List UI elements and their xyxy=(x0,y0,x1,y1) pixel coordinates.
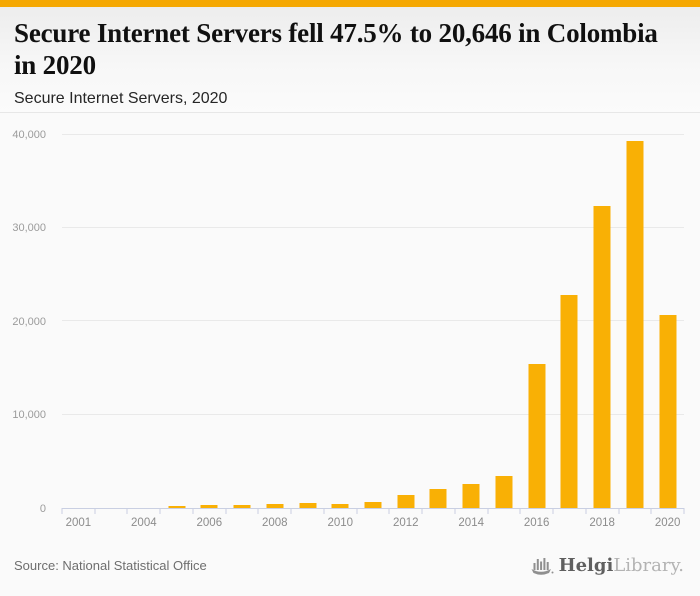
bar-2011 xyxy=(364,501,382,508)
bar-2009 xyxy=(298,502,317,508)
x-axis-tick xyxy=(618,508,620,514)
x-axis-tick xyxy=(388,508,390,514)
x-axis-ticks xyxy=(61,508,685,514)
bar-slot-2004 xyxy=(127,119,160,508)
bar-slot-2001 xyxy=(62,119,95,508)
bar-slot-2009 xyxy=(291,119,324,508)
bar-slot-2020 xyxy=(651,119,684,508)
bar-2013 xyxy=(429,489,447,508)
bar-slot-2012 xyxy=(389,119,422,508)
y-axis-label: 10,000 xyxy=(12,409,46,422)
bars xyxy=(62,119,684,508)
chart-subtitle: Secure Internet Servers, 2020 xyxy=(14,90,228,108)
y-axis-label: 0 xyxy=(39,503,46,515)
x-axis-tick xyxy=(487,508,489,514)
x-axis-tick xyxy=(290,508,292,514)
x-axis-tick xyxy=(585,508,587,514)
x-axis-tick xyxy=(94,508,96,514)
bar-2005 xyxy=(168,506,186,508)
bar-2010 xyxy=(331,504,349,508)
x-axis-tick xyxy=(454,508,456,514)
bar-2020 xyxy=(659,315,677,508)
y-axis-label: 30,000 xyxy=(12,222,46,235)
x-axis-labels: 2001 2004 2006 2008 2010 2012 2014 2016 2018 2020 xyxy=(62,517,684,531)
x-axis-label: 2001 xyxy=(65,517,92,529)
bar-slot-2019 xyxy=(618,119,651,508)
helgi-library-logo[interactable]: HelgiLibrary. xyxy=(530,556,684,576)
x-axis-tick xyxy=(552,508,554,514)
y-axis-label: 20,000 xyxy=(12,315,46,328)
logo-text-helgi: Helgi xyxy=(558,554,614,576)
bar-slot-2015 xyxy=(488,119,521,508)
x-axis-tick xyxy=(683,508,685,514)
x-axis-tick xyxy=(126,508,128,514)
gridline xyxy=(62,413,684,415)
bar-slot-2002 xyxy=(95,119,128,508)
bar-slot-2016 xyxy=(520,119,553,508)
bar-chart: 0 10,000 20,000 30,000 40,000 2001 2004 2006 20… xyxy=(0,113,700,541)
x-axis-label: 2014 xyxy=(458,517,484,529)
x-axis-label: 2016 xyxy=(523,517,550,529)
bar-2016 xyxy=(528,364,546,508)
bar-2018 xyxy=(593,205,611,508)
y-axis-label: 40,000 xyxy=(12,128,46,141)
x-axis-tick xyxy=(650,508,652,514)
bar-2007 xyxy=(233,505,251,508)
page-title: Secure Internet Servers fell 47.5% to 20… xyxy=(14,18,658,80)
x-axis-label: 2018 xyxy=(589,517,615,529)
x-axis-tick xyxy=(159,508,161,514)
bar-slot-2005 xyxy=(160,119,193,508)
footer: Source: National Statistical Office xyxy=(0,541,700,596)
bar-2015 xyxy=(495,476,513,508)
x-axis-tick xyxy=(323,508,325,514)
bar-slot-2013 xyxy=(422,119,455,508)
bar-slot-2007 xyxy=(226,119,259,508)
x-axis-label: 2006 xyxy=(196,517,223,529)
x-axis-label: 2008 xyxy=(261,517,288,529)
bar-slot-2010 xyxy=(324,119,357,508)
x-axis-tick xyxy=(61,508,63,514)
gridline xyxy=(62,320,684,322)
x-axis-label: 2020 xyxy=(654,517,681,529)
x-axis-tick xyxy=(356,508,358,514)
source-label: Source: National Statistical Office xyxy=(14,558,207,573)
x-axis-tick xyxy=(257,508,259,514)
bar-2019 xyxy=(626,141,644,508)
y-axis-labels: 0 10,000 20,000 30,000 40,000 xyxy=(0,119,46,515)
x-axis-tick xyxy=(421,508,423,514)
bar-slot-2017 xyxy=(553,119,586,508)
bar-slot-2008 xyxy=(258,119,291,508)
bar-slot-2006 xyxy=(193,119,226,508)
x-axis-tick xyxy=(192,508,194,514)
bar-slot-2014 xyxy=(455,119,488,508)
bar-slot-2011 xyxy=(357,119,390,508)
logo-text-library: Library. xyxy=(613,554,684,576)
bar-2014 xyxy=(462,484,480,508)
x-axis-tick xyxy=(225,508,227,514)
x-axis-tick xyxy=(519,508,521,514)
bar-2008 xyxy=(266,504,284,508)
plot-area: 2001 2004 2006 2008 2010 2012 2014 2016 2018 2020 xyxy=(61,119,685,529)
helgi-bars-ship-icon xyxy=(530,556,554,576)
bar-2017 xyxy=(560,295,578,508)
gridline xyxy=(62,227,684,229)
top-accent-bar xyxy=(0,0,700,7)
gridline xyxy=(62,133,684,135)
x-axis-label: 2010 xyxy=(327,517,354,529)
x-axis-label: 2012 xyxy=(392,517,419,529)
bar-2006 xyxy=(200,505,218,508)
bar-slot-2018 xyxy=(586,119,619,508)
x-axis-label: 2004 xyxy=(131,517,157,529)
header: Secure Internet Servers fell 47.5% to 20… xyxy=(0,7,700,113)
bar-2012 xyxy=(397,495,415,508)
